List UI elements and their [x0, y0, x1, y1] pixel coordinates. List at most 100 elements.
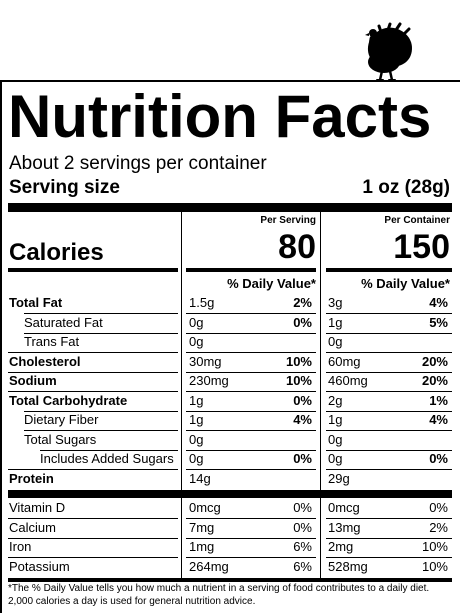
vitamin-name: Iron	[9, 539, 32, 554]
row-rule	[326, 538, 452, 539]
nutrient-amount-container: 2g	[328, 393, 343, 408]
row-rule	[326, 352, 452, 353]
label-title: Nutrition Facts	[8, 83, 432, 150]
calories-divider-serving	[186, 268, 316, 272]
vitamin-amount-container: 13mg	[328, 520, 361, 535]
row-rule	[8, 538, 178, 539]
row-rule	[186, 469, 316, 470]
footnote-divider	[8, 578, 452, 582]
nutrient-name: Total Fat	[9, 295, 63, 310]
row-rule	[186, 372, 316, 373]
row-rule	[326, 557, 452, 558]
calories-per-serving: 80	[278, 228, 316, 266]
nutrient-amount-serving: 30mg	[189, 354, 222, 369]
vitamin-dv-container: 10%	[421, 539, 448, 554]
nutrient-dv-serving: 4%	[293, 412, 312, 427]
row-rule	[24, 333, 178, 334]
nutrient-name: Protein	[9, 471, 54, 486]
nutrient-dv-serving: 0%	[293, 451, 312, 466]
footnote: *The % Daily Value tells you how much a …	[8, 583, 430, 607]
nutrient-amount-container: 1g	[328, 315, 343, 330]
column-divider-2	[320, 212, 321, 582]
nutrition-label	[0, 80, 460, 613]
nutrient-name: Cholesterol	[9, 354, 81, 369]
column-divider-1	[181, 212, 182, 582]
nutrient-name: Trans Fat	[24, 334, 80, 349]
nutrient-amount-container: 60mg	[328, 354, 361, 369]
nutrient-dv-container: 20%	[421, 373, 448, 388]
vitamin-dv-serving: 6%	[293, 559, 312, 574]
nutrient-amount-serving: 14g	[189, 471, 211, 486]
nutrient-dv-serving: 2%	[293, 295, 312, 310]
nutrient-name: Includes Added Sugars	[40, 451, 174, 466]
row-rule	[24, 313, 178, 314]
row-rule	[24, 430, 178, 431]
row-rule	[326, 450, 452, 451]
vitamin-amount-serving: 0mcg	[189, 500, 221, 515]
nutrient-dv-serving: 10%	[285, 373, 312, 388]
row-rule	[326, 333, 452, 334]
serving-size-value: 1 oz (28g)	[362, 177, 450, 198]
nutrient-amount-container: 0g	[328, 334, 343, 349]
row-rule	[186, 538, 316, 539]
nutrient-dv-container: 20%	[421, 354, 448, 369]
vitamin-dv-serving: 0%	[293, 500, 312, 515]
nutrient-name: Total Carbohydrate	[9, 393, 128, 408]
row-rule	[326, 469, 452, 470]
nutrient-amount-container: 3g	[328, 295, 343, 310]
nutrient-dv-serving: 10%	[285, 354, 312, 369]
row-rule	[8, 352, 178, 353]
nutrient-amount-container: 1g	[328, 412, 343, 427]
nutrient-name: Sodium	[9, 373, 57, 388]
nutrient-name: Dietary Fiber	[24, 412, 99, 427]
nutrient-amount-container: 0g	[328, 432, 343, 447]
nutrient-amount-serving: 1g	[189, 393, 204, 408]
row-rule	[326, 518, 452, 519]
row-rule	[326, 391, 452, 392]
vitamin-name: Potassium	[9, 559, 70, 574]
calories-per-container: 150	[393, 228, 450, 266]
row-rule	[186, 411, 316, 412]
serving-size-label: Serving size	[9, 177, 120, 198]
dv-header-serving: % Daily Value*	[227, 276, 316, 291]
row-rule	[8, 372, 178, 373]
nutrient-name: Saturated Fat	[24, 315, 103, 330]
nutrient-name: Total Sugars	[24, 432, 97, 447]
nutrient-amount-container: 460mg	[328, 373, 368, 388]
row-rule	[326, 411, 452, 412]
nutrient-dv-serving: 0%	[293, 393, 312, 408]
row-rule	[8, 518, 178, 519]
nutrient-amount-serving: 0g	[189, 334, 204, 349]
servings-per-container: About 2 servings per container	[9, 153, 267, 174]
vitamin-amount-container: 0mcg	[328, 500, 360, 515]
vitamin-amount-serving: 264mg	[189, 559, 229, 574]
row-rule	[186, 352, 316, 353]
turkey-icon	[365, 22, 412, 82]
vitamin-amount-container: 2mg	[328, 539, 354, 554]
vitamin-dv-container: 2%	[429, 520, 448, 535]
row-rule	[8, 557, 178, 558]
nutrient-amount-container: 0g	[328, 451, 343, 466]
vitamin-name: Calcium	[9, 520, 56, 535]
nutrient-dv-container: 4%	[429, 295, 448, 310]
vitamin-dv-container: 10%	[421, 559, 448, 574]
row-rule	[8, 391, 178, 392]
row-rule	[40, 450, 178, 451]
row-rule	[186, 430, 316, 431]
vitamin-amount-serving: 1mg	[189, 539, 215, 554]
nutrient-dv-container: 5%	[429, 315, 448, 330]
row-rule	[8, 469, 178, 470]
vitamin-amount-container: 528mg	[328, 559, 368, 574]
nutrient-amount-serving: 0g	[189, 315, 204, 330]
row-rule	[186, 518, 316, 519]
vitamin-dv-container: 0%	[429, 500, 448, 515]
thick-divider	[8, 203, 452, 212]
nutrient-dv-serving: 0%	[293, 315, 312, 330]
calories-label: Calories	[9, 239, 104, 266]
row-rule	[186, 391, 316, 392]
row-rule	[186, 313, 316, 314]
nutrient-amount-serving: 230mg	[189, 373, 229, 388]
vitamin-amount-serving: 7mg	[189, 520, 215, 535]
per-serving-header: Per Serving	[260, 215, 316, 226]
nutrient-amount-container: 29g	[328, 471, 350, 486]
